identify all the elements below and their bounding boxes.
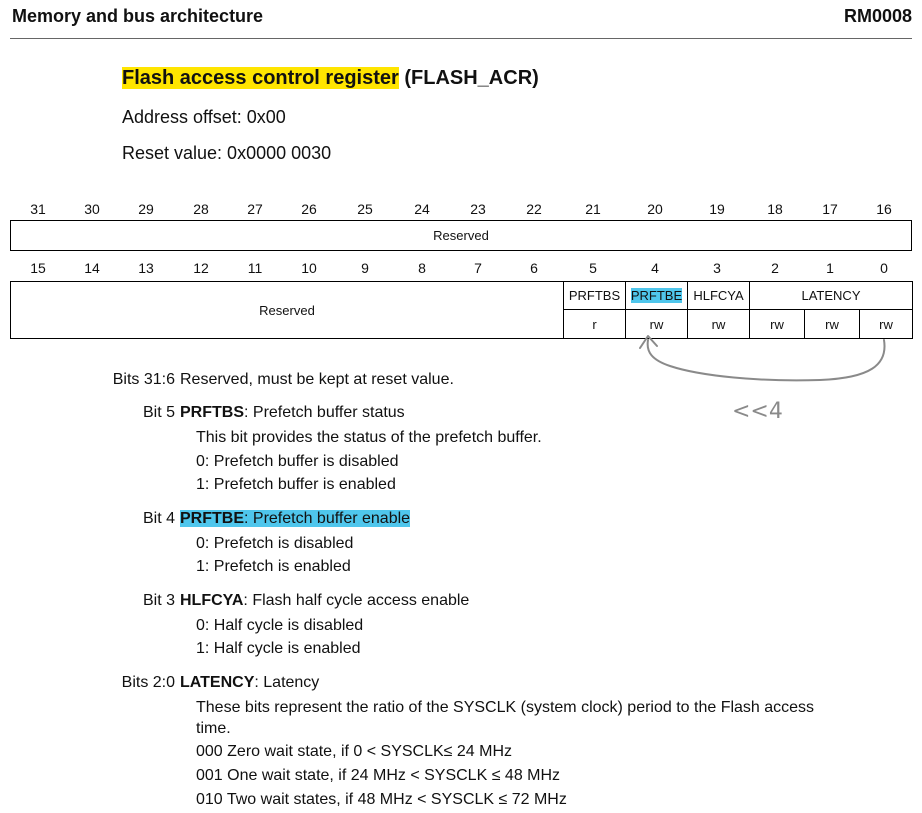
desc-name-bits2-0: LATENCY [180,674,255,691]
upper-register-table: Reserved [10,220,912,251]
bit-number: 25 [357,201,373,217]
access-cell: rw [804,309,860,339]
desc-line: time. [196,720,231,737]
desc-name-bit5: PRFTBS [180,404,244,421]
bit-number: 0 [880,260,888,276]
bit-number: 28 [193,201,209,217]
section-title: Memory and bus architecture [12,6,264,26]
bit-number: 8 [418,260,426,276]
bit-number: 29 [138,201,154,217]
lower-register-table: Reserved PRFTBS PRFTBE HLFCYA LATENCY r … [10,281,913,339]
field-hlfcya: HLFCYA [687,281,750,310]
desc-line: 001 One wait state, if 24 MHz < SYSCLK ≤… [196,767,561,784]
desc-line: 000 Zero wait state, if 0 < SYSCLK≤ 24 M… [196,743,513,760]
access-cell: rw [687,309,750,339]
bit-number: 19 [709,201,725,217]
bit-number: 22 [526,201,542,217]
header-rule [10,38,912,39]
annotation-text: <<4 [732,399,783,424]
bit-number: 20 [647,201,663,217]
bit-number: 5 [589,260,597,276]
bit-number: 1 [826,260,834,276]
bit-number: 14 [84,260,100,276]
desc-label-bits31-6: Bits 31:6 [112,371,175,388]
bit-number: 17 [822,201,838,217]
register-name: Flash access control register [122,67,399,89]
bit-number: 12 [193,260,209,276]
access-cell: rw [749,309,805,339]
upper-reserved-cell: Reserved [10,220,912,251]
bit-number: 10 [301,260,317,276]
bit-number: 2 [771,260,779,276]
desc-title-bit5: PRFTBS: Prefetch buffer status [180,404,405,422]
field-prftbe: PRFTBE [625,281,688,310]
desc-heading-bit4: : Prefetch buffer enable [244,510,411,527]
desc-text-bits31-6: Reserved, must be kept at reset value. [180,371,454,388]
desc-line: These bits represent the ratio of the SY… [196,699,815,716]
bit-number: 21 [585,201,601,217]
bit-number: 30 [84,201,100,217]
desc-label-bit5: Bit 5 [142,404,175,421]
desc-name-bit4: PRFTBE [180,510,244,527]
field-latency: LATENCY [749,281,913,310]
curved-arrow-line [646,339,886,382]
desc-label-bits2-0: Bits 2:0 [121,674,175,691]
bit-number: 26 [301,201,317,217]
desc-label-bit4: Bit 4 [142,510,175,527]
bit-number: 6 [530,260,538,276]
bit-number: 7 [474,260,482,276]
desc-title-bits2-0: LATENCY: Latency [180,674,319,692]
reset-value: Reset value: 0x0000 0030 [122,143,332,163]
bit-number: 23 [470,201,486,217]
bit-number: 27 [247,201,263,217]
desc-line: 0: Prefetch buffer is disabled [196,453,399,470]
desc-line: 1: Half cycle is enabled [196,640,361,657]
bit-number: 15 [30,260,46,276]
register-title: Flash access control register (FLASH_ACR… [122,67,539,90]
desc-line: 1: Prefetch is enabled [196,558,351,575]
bit-number: 16 [876,201,892,217]
desc-label-bit3: Bit 3 [142,592,175,609]
bit-number: 13 [138,260,154,276]
desc-line: 0: Prefetch is disabled [196,535,354,552]
desc-line: This bit provides the status of the pref… [196,429,542,446]
bit-number: 9 [361,260,369,276]
desc-heading-bits2-0: : Latency [254,674,320,691]
field-prftbe-label: PRFTBE [630,288,683,303]
desc-highlight-bit4: PRFTBE: Prefetch buffer enable [180,510,411,527]
desc-title-bit4: PRFTBE: Prefetch buffer enable [180,510,411,528]
bit-number: 11 [247,260,263,276]
lower-reserved-cell: Reserved [10,281,564,339]
bit-number: 3 [713,260,721,276]
access-cell: r [563,309,626,339]
desc-line: 1: Prefetch buffer is enabled [196,476,396,493]
desc-line: 0: Half cycle is disabled [196,617,364,634]
address-offset: Address offset: 0x00 [122,107,286,127]
desc-line: 010 Two wait states, if 48 MHz < SYSCLK … [196,791,567,808]
bit-number: 4 [651,260,659,276]
bit-number: 24 [414,201,430,217]
document-id: RM0008 [843,6,912,26]
desc-title-bit3: HLFCYA: Flash half cycle access enable [180,592,469,610]
desc-heading-bit3: : Flash half cycle access enable [243,592,470,609]
desc-name-bit3: HLFCYA [180,592,244,609]
access-cell: rw [859,309,913,339]
register-acronym: (FLASH_ACR) [404,67,539,89]
bit-number: 18 [767,201,783,217]
bit-number: 31 [30,201,46,217]
arrow-head [639,335,658,349]
desc-heading-bit5: : Prefetch buffer status [244,404,405,421]
